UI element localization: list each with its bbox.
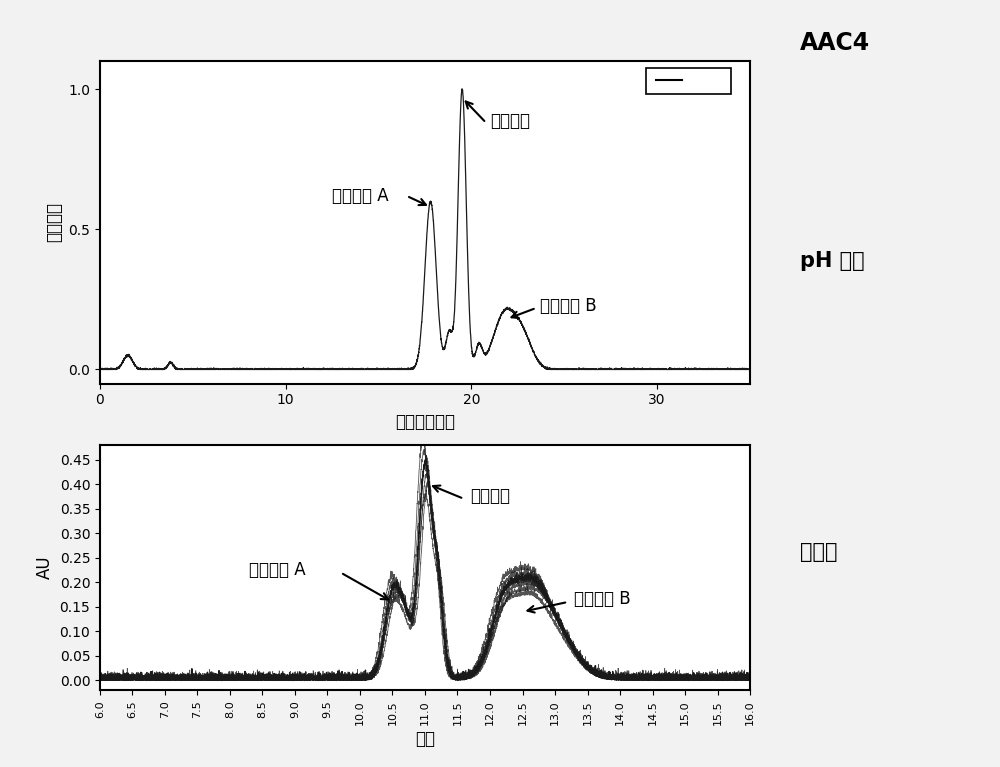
- Text: 同二聚体 A: 同二聚体 A: [332, 187, 389, 206]
- X-axis label: 时间（分钟）: 时间（分钟）: [395, 413, 455, 431]
- X-axis label: 分钟: 分钟: [415, 730, 435, 749]
- Text: 异二聚体: 异二聚体: [490, 112, 530, 130]
- Text: 同二聚体 B: 同二聚体 B: [574, 591, 631, 608]
- Text: 同二聚体 A: 同二聚体 A: [249, 561, 306, 579]
- Text: 盐梯度: 盐梯度: [800, 542, 838, 562]
- Bar: [646, 67, 730, 94]
- Text: 同二聚体 B: 同二聚体 B: [540, 297, 597, 314]
- Y-axis label: AU: AU: [36, 556, 54, 579]
- Text: pH 梯度: pH 梯度: [800, 251, 865, 271]
- Text: 异二聚体: 异二聚体: [470, 487, 510, 505]
- Y-axis label: 相对村度: 相对村度: [45, 202, 63, 242]
- Text: AAC4: AAC4: [800, 31, 870, 54]
